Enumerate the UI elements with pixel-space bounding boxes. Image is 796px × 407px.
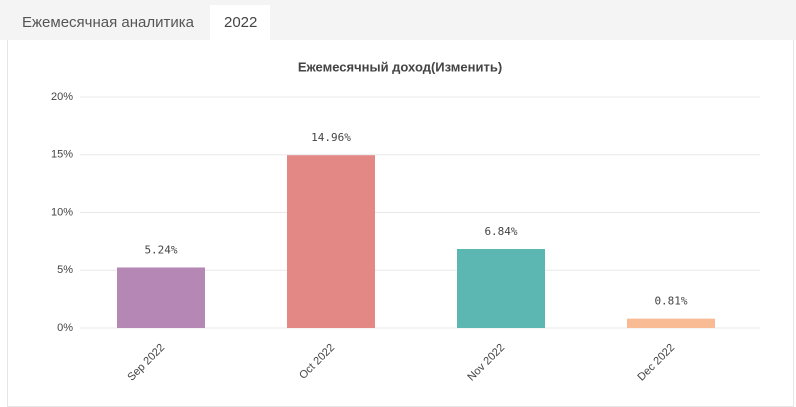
bar bbox=[627, 318, 715, 328]
bar bbox=[117, 267, 205, 328]
x-tick-label: Sep 2022 bbox=[125, 342, 167, 384]
y-tick-label: 0% bbox=[57, 322, 73, 334]
value-label: 0.81% bbox=[654, 295, 687, 308]
y-tick-label: 5% bbox=[57, 264, 73, 276]
y-tick-label: 10% bbox=[51, 206, 73, 218]
y-tick-label: 15% bbox=[51, 149, 73, 161]
value-label: 5.24% bbox=[144, 243, 177, 256]
value-label: 14.96% bbox=[311, 131, 351, 144]
value-label: 6.84% bbox=[484, 225, 517, 238]
x-tick-label: Oct 2022 bbox=[297, 342, 337, 382]
tab-active[interactable]: 2022 bbox=[210, 5, 270, 40]
y-tick-label: 20% bbox=[51, 91, 73, 103]
tab[interactable]: Ежемесячная аналитика bbox=[22, 14, 194, 31]
tab-bar: Ежемесячная аналитика 2022 bbox=[0, 0, 796, 40]
bar bbox=[457, 248, 545, 328]
chart-title: Ежемесячный доход(Изменить) bbox=[298, 59, 502, 74]
x-tick-label: Dec 2022 bbox=[635, 342, 677, 384]
bar bbox=[287, 155, 375, 328]
x-tick-label: Nov 2022 bbox=[465, 342, 507, 384]
